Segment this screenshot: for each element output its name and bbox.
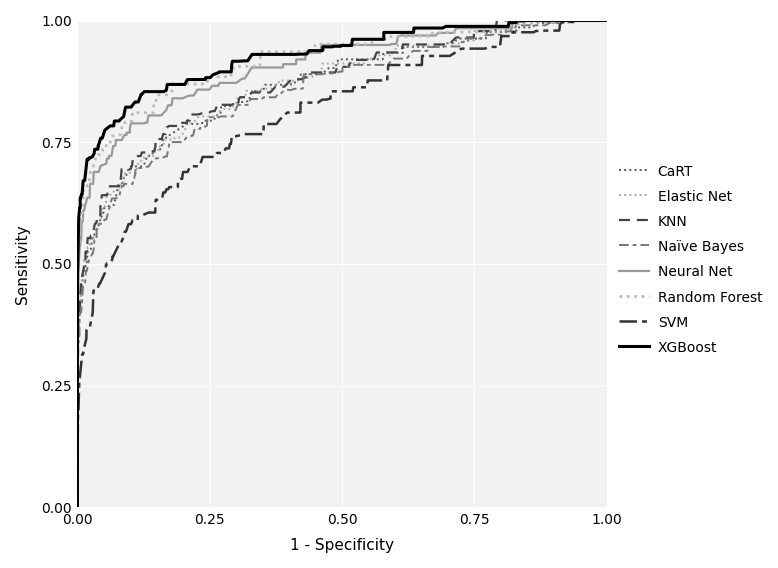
Y-axis label: Sensitivity: Sensitivity xyxy=(15,224,30,304)
X-axis label: 1 - Specificity: 1 - Specificity xyxy=(290,538,394,553)
Legend: CaRT, Elastic Net, KNN, Naïve Bayes, Neural Net, Random Forest, SVM, XGBoost: CaRT, Elastic Net, KNN, Naïve Bayes, Neu… xyxy=(619,164,762,355)
